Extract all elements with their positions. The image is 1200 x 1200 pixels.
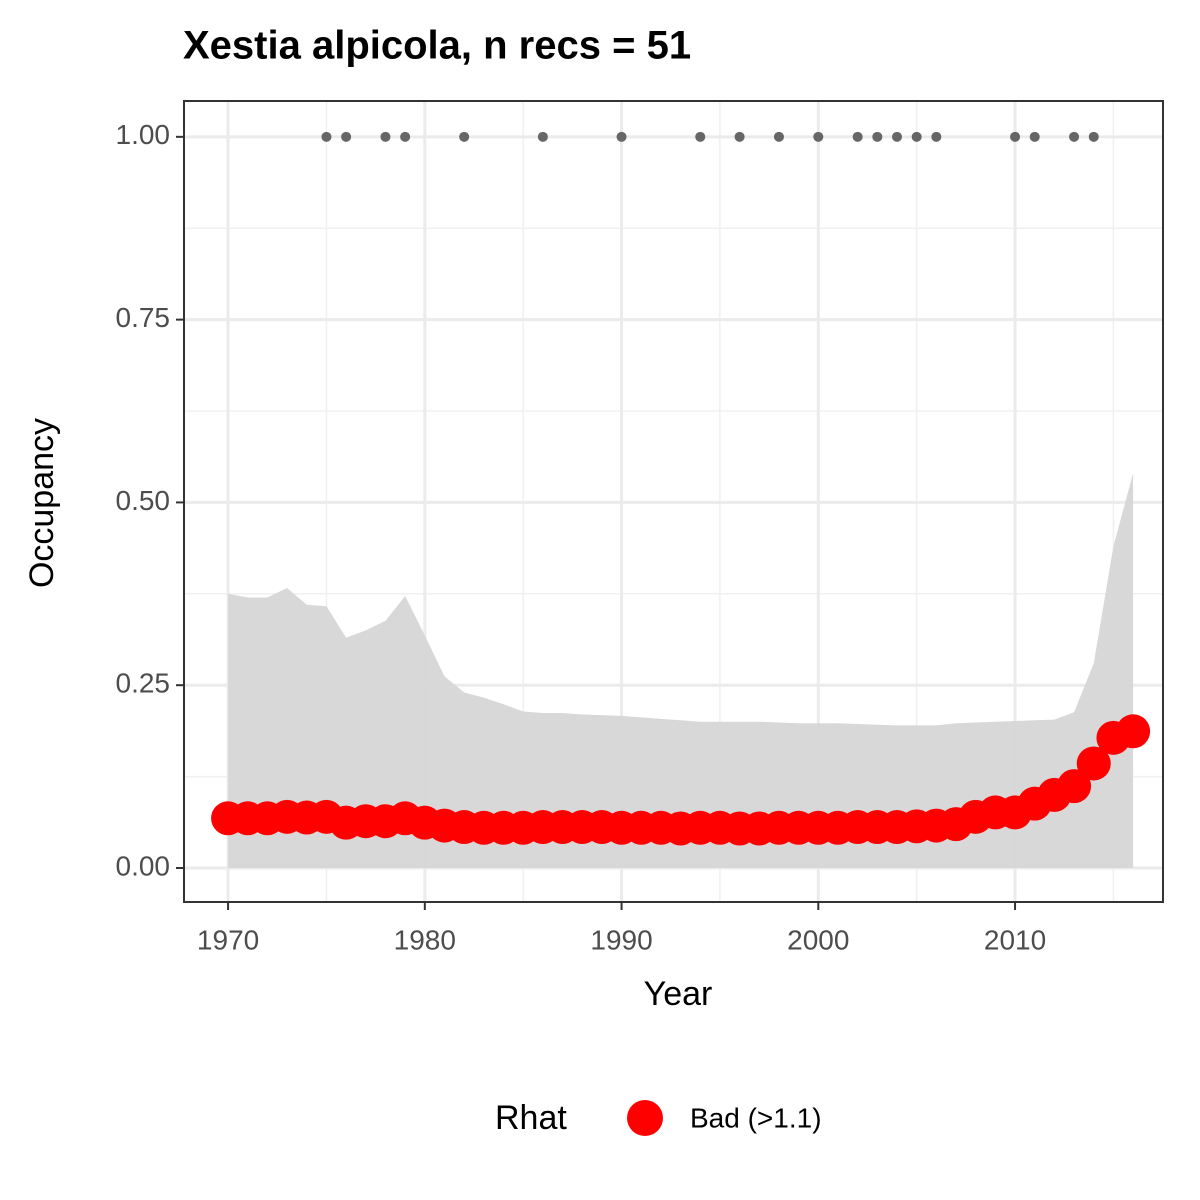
mean-point: [1057, 769, 1092, 804]
record-point: [341, 131, 352, 142]
x-tick-label: 1990: [590, 924, 652, 955]
record-point: [1010, 131, 1021, 142]
record-point: [813, 131, 824, 142]
y-tick-label: 0.25: [116, 668, 171, 699]
record-point: [537, 131, 548, 142]
legend-label: Bad (>1.1): [690, 1102, 822, 1133]
record-point: [459, 131, 470, 142]
record-point: [695, 131, 706, 142]
y-axis-label: Occupancy: [23, 418, 61, 588]
y-tick-label: 0.00: [116, 850, 171, 881]
x-tick-label: 2010: [984, 924, 1046, 955]
record-point: [872, 131, 883, 142]
legend-key: [627, 1100, 663, 1136]
record-point: [616, 131, 627, 142]
y-tick-label: 1.00: [116, 119, 171, 150]
record-point: [321, 131, 332, 142]
mean-point: [1076, 746, 1111, 781]
record-point: [852, 131, 863, 142]
record-point: [931, 131, 942, 142]
record-point: [911, 131, 922, 142]
record-point: [400, 131, 411, 142]
credible-interval: [228, 473, 1134, 869]
x-tick-label: 1980: [394, 924, 456, 955]
record-point: [1088, 131, 1099, 142]
record-point: [734, 131, 745, 142]
x-tick-label: 2000: [787, 924, 849, 955]
record-point: [380, 131, 391, 142]
chart-title: Xestia alpicola, n recs = 51: [183, 24, 691, 68]
record-point: [1069, 131, 1080, 142]
mean-point: [1116, 714, 1151, 749]
legend-title: Rhat: [495, 1099, 567, 1137]
record-point: [1029, 131, 1040, 142]
y-tick-label: 0.50: [116, 485, 171, 516]
record-point: [892, 131, 903, 142]
x-tick-label: 1970: [197, 924, 259, 955]
x-axis-label: Year: [644, 975, 713, 1013]
record-point: [773, 131, 784, 142]
y-tick-label: 0.75: [116, 302, 171, 333]
